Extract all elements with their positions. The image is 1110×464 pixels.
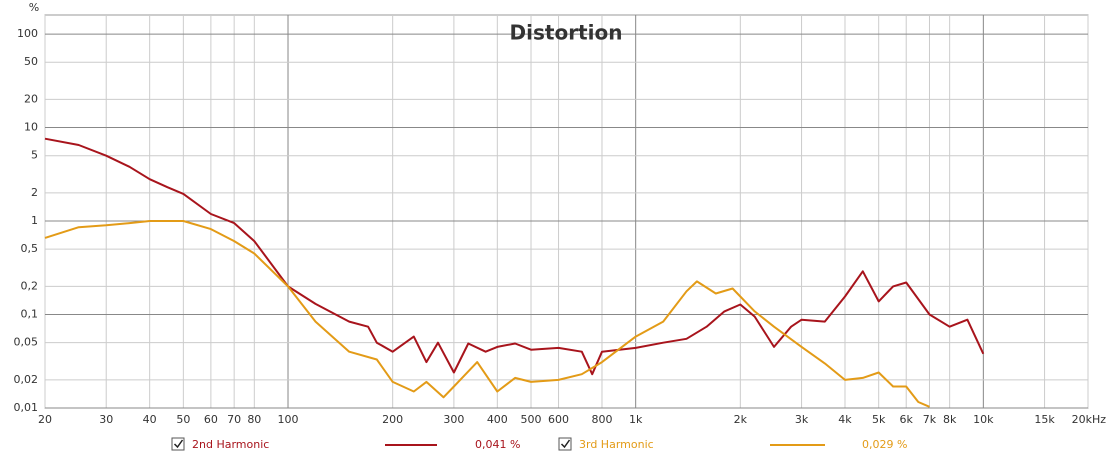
y-tick-label: 0,05 bbox=[14, 336, 39, 349]
chart-title: Distortion bbox=[510, 21, 623, 45]
y-tick-label: 10 bbox=[24, 121, 38, 134]
x-tick-label: 40 bbox=[143, 413, 157, 426]
x-tick-label: 80 bbox=[247, 413, 261, 426]
x-tick-label: 500 bbox=[521, 413, 542, 426]
y-axis-label: % bbox=[29, 1, 39, 14]
x-tick-label: 6k bbox=[900, 413, 914, 426]
y-tick-label: 0,2 bbox=[21, 279, 39, 292]
x-tick-label: 4k bbox=[838, 413, 852, 426]
x-tick-label: 3k bbox=[795, 413, 809, 426]
x-tick-label: 20kHz bbox=[1072, 413, 1107, 426]
x-tick-label: 30 bbox=[99, 413, 113, 426]
check-mark bbox=[560, 439, 571, 449]
y-tick-label: 5 bbox=[31, 149, 38, 162]
x-tick-label: 400 bbox=[487, 413, 508, 426]
check-mark bbox=[173, 439, 184, 449]
x-tick-label: 200 bbox=[382, 413, 403, 426]
x-tick-label: 2k bbox=[734, 413, 748, 426]
x-tick-label: 100 bbox=[278, 413, 299, 426]
x-tick-label: 8k bbox=[943, 413, 957, 426]
x-tick-label: 15k bbox=[1034, 413, 1055, 426]
x-tick-label: 800 bbox=[591, 413, 612, 426]
x-tick-label: 7k bbox=[923, 413, 937, 426]
series-line bbox=[44, 220, 930, 408]
x-tick-label: 50 bbox=[176, 413, 190, 426]
y-tick-label: 100 bbox=[17, 27, 38, 40]
y-tick-label: 2 bbox=[31, 186, 38, 199]
y-tick-label: 0,5 bbox=[21, 242, 39, 255]
x-tick-label: 70 bbox=[227, 413, 241, 426]
series-line bbox=[44, 137, 985, 376]
legend-label: 3rd Harmonic bbox=[579, 438, 654, 451]
x-tick-label: 600 bbox=[548, 413, 569, 426]
y-tick-label: 0,1 bbox=[21, 308, 39, 321]
legend-value: 0,029 % bbox=[862, 438, 907, 451]
x-tick-label: 300 bbox=[443, 413, 464, 426]
y-tick-label: 1 bbox=[31, 214, 38, 227]
y-tick-label: 20 bbox=[24, 92, 38, 105]
x-tick-label: 5k bbox=[872, 413, 886, 426]
y-tick-label: 0,01 bbox=[14, 401, 39, 414]
y-tick-label: 50 bbox=[24, 55, 38, 68]
x-tick-label: 10k bbox=[973, 413, 994, 426]
legend-value: 0,041 % bbox=[475, 438, 520, 451]
x-tick-label: 1k bbox=[629, 413, 643, 426]
legend-label: 2nd Harmonic bbox=[192, 438, 269, 451]
y-tick-label: 0,02 bbox=[14, 373, 39, 386]
legend: 2nd Harmonic 0,041 % 3rd Harmonic 0,029 … bbox=[171, 437, 907, 451]
x-tick-label: 60 bbox=[204, 413, 218, 426]
x-tick-label: 20 bbox=[38, 413, 52, 426]
